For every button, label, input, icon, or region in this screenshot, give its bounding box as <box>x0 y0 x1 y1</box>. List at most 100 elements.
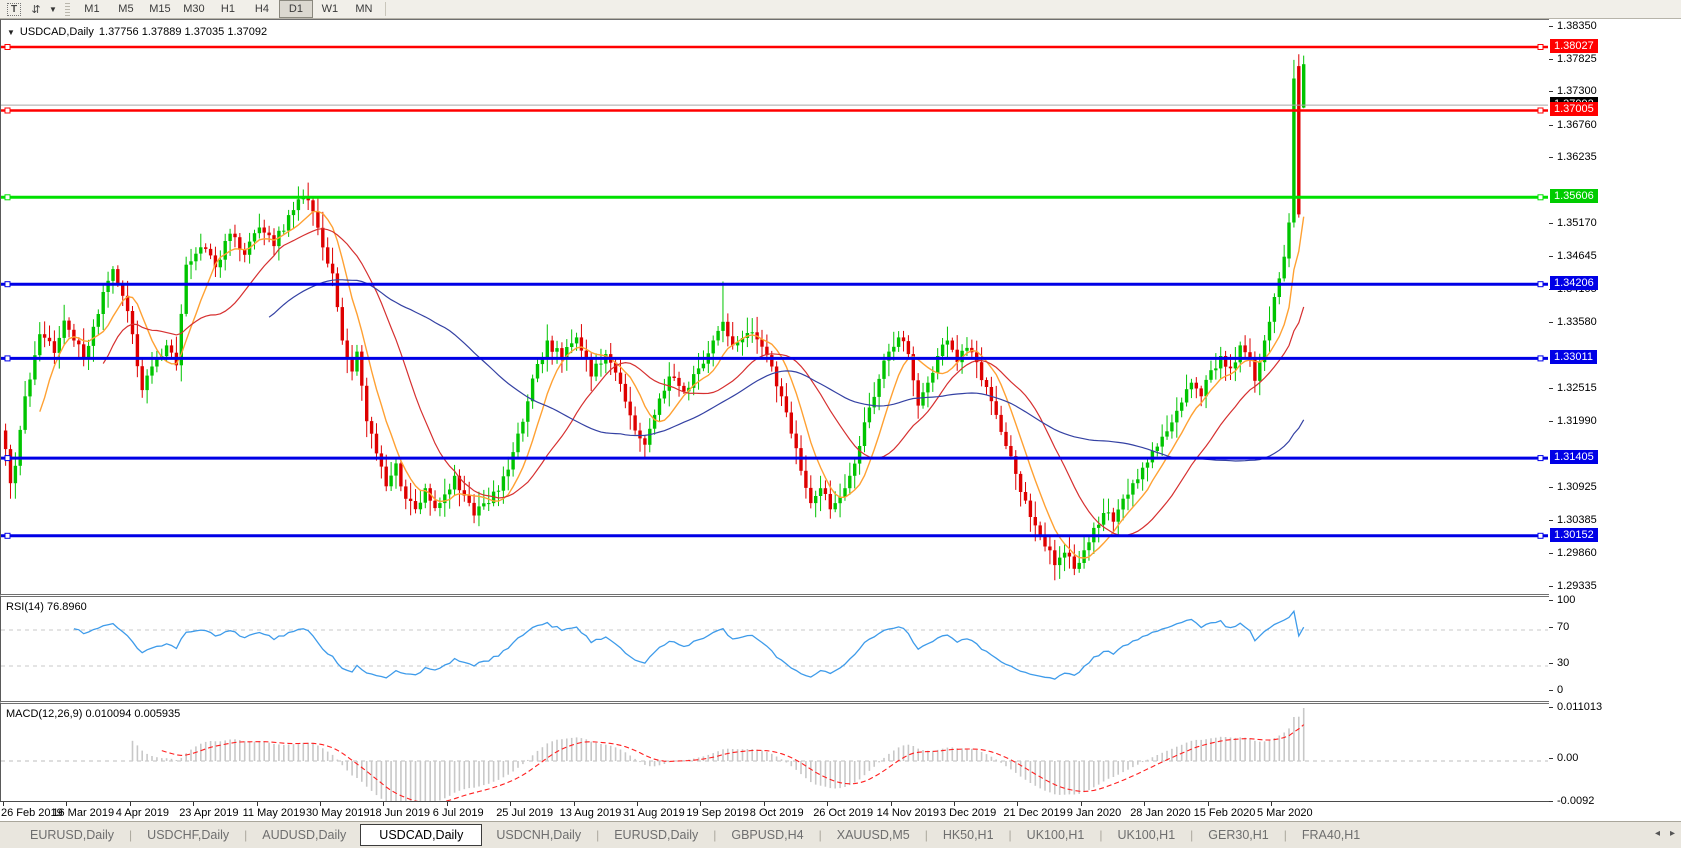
moving-average-line-8[interactable] <box>39 210 1305 559</box>
line-drag-handle[interactable] <box>4 355 11 362</box>
chart-tab-usdchf-daily-1[interactable]: USDCHF,Daily <box>147 828 230 842</box>
macd-panel[interactable]: MACD(12,26,9) 0.010094 0.005935 <box>0 701 1549 801</box>
chart-tab-eurusd-daily-0[interactable]: EURUSD,Daily <box>30 828 115 842</box>
chart-tab-fra40-h1-12[interactable]: FRA40,H1 <box>1301 828 1361 842</box>
line-drag-handle[interactable] <box>4 44 11 50</box>
horizontal-line-133011[interactable] <box>1 355 1548 362</box>
chart-tab-audusd-daily-2[interactable]: AUDUSD,Daily <box>262 828 347 842</box>
candle-body <box>940 344 945 356</box>
line-drag-handle[interactable] <box>1537 44 1544 50</box>
candle-body <box>750 332 754 334</box>
candle-body <box>91 326 96 346</box>
line-drag-handle[interactable] <box>1537 532 1544 539</box>
chart-tab-gbpusd-h4-6[interactable]: GBPUSD,H4 <box>731 828 804 842</box>
timeframe-button-d1[interactable]: D1 <box>278 0 313 18</box>
candle-body <box>1053 550 1057 566</box>
candle-body <box>47 337 52 342</box>
line-drag-handle[interactable] <box>4 281 11 288</box>
line-drag-handle[interactable] <box>4 532 11 539</box>
dropdown-caret-icon[interactable]: ▼ <box>49 4 57 14</box>
line-drag-handle[interactable] <box>1537 355 1544 362</box>
chart-tab-xauusd-m5-7[interactable]: XAUUSD,M5 <box>836 828 910 842</box>
date-label: 14 Nov 2019 <box>876 807 939 819</box>
moving-average-line-21[interactable] <box>102 228 1305 536</box>
date-tick-mark <box>66 802 68 806</box>
candle-body <box>1297 66 1301 215</box>
chart-tab-ger30-h1-11[interactable]: GER30,H1 <box>1208 828 1269 842</box>
axis-tick-mark <box>1549 706 1553 708</box>
candle-body <box>3 430 8 450</box>
candle-body <box>735 342 740 346</box>
macd-chart-canvas[interactable] <box>1 704 1549 801</box>
candle-body <box>106 280 110 292</box>
horizontal-line-134206[interactable] <box>1 281 1548 288</box>
line-drag-handle[interactable] <box>1537 107 1544 114</box>
candle-body <box>140 366 144 391</box>
horizontal-line-138027[interactable] <box>1 44 1548 50</box>
line-drag-handle[interactable] <box>1537 455 1544 462</box>
timeframe-button-m1[interactable]: M1 <box>84 3 100 15</box>
candle-body <box>1175 410 1179 423</box>
candle-body <box>257 227 262 234</box>
horizontal-line-135606[interactable] <box>1 194 1548 201</box>
candle-body <box>184 264 188 314</box>
candlestick-chart-canvas[interactable] <box>1 20 1549 594</box>
tab-separator: | <box>818 828 822 842</box>
candle-body <box>111 269 115 281</box>
axis-price-label: 1.29335 <box>1557 579 1597 592</box>
chart-tab-usdcad-daily-3[interactable]: USDCAD,Daily <box>360 824 483 846</box>
chart-tab-usdcnh-daily-4[interactable]: USDCNH,Daily <box>496 828 582 842</box>
line-drag-handle[interactable] <box>4 107 11 114</box>
candle-body <box>862 422 867 446</box>
candle-body <box>521 421 525 434</box>
date-label: 15 Feb 2020 <box>1193 807 1256 819</box>
candle-body <box>1292 78 1296 223</box>
date-label: 11 May 2019 <box>242 807 306 819</box>
timeframe-button-m15[interactable]: M15 <box>149 3 171 15</box>
timeframe-button-w1[interactable]: W1 <box>321 3 339 15</box>
candle-body <box>823 488 828 494</box>
candle-body <box>86 345 91 360</box>
timeframe-button-mn[interactable]: MN <box>355 3 373 15</box>
candle-body <box>491 491 496 504</box>
candle-body <box>243 249 247 255</box>
toolbar-grip[interactable] <box>64 2 70 16</box>
timeframe-button-m30[interactable]: M30 <box>183 3 205 15</box>
chart-tab-uk100-h1-10[interactable]: UK100,H1 <box>1117 828 1176 842</box>
tab-scroll-right-button[interactable]: ▸ <box>1669 828 1675 839</box>
line-drag-handle[interactable] <box>4 455 11 462</box>
date-tick-mark <box>256 802 258 806</box>
price-badge-133011: 1.33011 <box>1550 350 1597 365</box>
candle-body <box>667 376 671 391</box>
axis-price-label: 70 <box>1557 621 1570 633</box>
chart-tab-eurusd-daily-5[interactable]: EURUSD,Daily <box>614 828 699 842</box>
chart-tab-uk100-h1-9[interactable]: UK100,H1 <box>1026 828 1085 842</box>
tab-scroll-controls: ◂ ▸ <box>1655 828 1675 839</box>
axis-price-label: 1.30385 <box>1557 514 1597 527</box>
rsi-chart-canvas[interactable] <box>1 597 1549 701</box>
line-drag-handle[interactable] <box>4 194 11 201</box>
candle-body <box>1038 525 1042 537</box>
timeframe-button-h1[interactable]: H1 <box>220 3 235 15</box>
horizontal-line-130152[interactable] <box>1 532 1548 539</box>
timeframe-button-m5[interactable]: M5 <box>118 3 134 15</box>
main-chart-panel[interactable]: ▼ USDCAD,Daily 1.37756 1.37889 1.37035 1… <box>0 19 1549 594</box>
candle-body <box>1223 356 1228 367</box>
horizontal-line-137005[interactable] <box>1 107 1548 114</box>
line-drag-handle[interactable] <box>1537 194 1544 201</box>
timeframe-button-h4[interactable]: H4 <box>254 3 269 15</box>
moving-average-line-55[interactable] <box>268 279 1305 462</box>
horizontal-line-131405[interactable] <box>1 455 1548 462</box>
candle-body <box>1160 436 1164 447</box>
candle-body <box>252 233 257 242</box>
candle-body <box>350 357 354 372</box>
candle-body <box>204 247 208 249</box>
tab-scroll-left-button[interactable]: ◂ <box>1654 828 1660 839</box>
arrange-tool-button[interactable]: ⇵ <box>26 2 46 17</box>
axis-tick-mark <box>1549 255 1553 257</box>
line-drag-handle[interactable] <box>1537 281 1544 288</box>
rsi-panel[interactable]: RSI(14) 76.8960 <box>0 594 1549 701</box>
text-tool-button[interactable]: T <box>4 2 24 17</box>
chart-tab-hk50-h1-8[interactable]: HK50,H1 <box>942 828 994 842</box>
chevron-down-icon[interactable]: ▼ <box>7 27 15 37</box>
